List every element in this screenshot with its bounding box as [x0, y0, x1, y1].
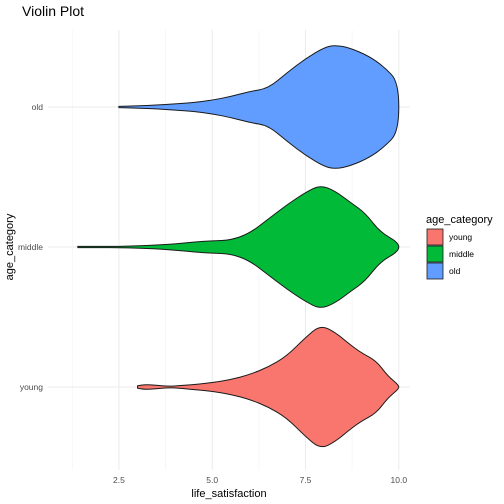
- x-tick-label: 5.0: [206, 475, 218, 485]
- legend-label-middle: middle: [449, 249, 474, 259]
- violin-middle: [77, 186, 400, 308]
- x-tick-label: 7.5: [300, 475, 312, 485]
- legend-key-old: [426, 262, 444, 280]
- legend-key-young: [426, 228, 444, 246]
- legend-label-young: young: [449, 232, 472, 242]
- violins: [77, 45, 400, 448]
- y-axis-ticks: young middle old: [18, 102, 43, 392]
- legend-title: age_category: [426, 214, 493, 226]
- chart-title: Violin Plot: [22, 3, 84, 19]
- x-tick-label: 10.0: [391, 475, 408, 485]
- y-tick-label-middle: middle: [18, 242, 43, 252]
- x-axis-title: life_satisfaction: [191, 488, 266, 500]
- violin-old: [118, 45, 400, 169]
- y-tick-label-old: old: [32, 102, 44, 112]
- legend-key-middle: [426, 245, 444, 263]
- violin-young: [137, 326, 400, 448]
- legend-label-old: old: [449, 266, 461, 276]
- legend: age_category young middle old: [426, 214, 493, 280]
- y-tick-label-young: young: [20, 382, 43, 392]
- x-tick-label: 2.5: [113, 475, 125, 485]
- x-axis-ticks: 2.5 5.0 7.5 10.0: [113, 475, 407, 485]
- y-axis-title: age_category: [4, 213, 16, 280]
